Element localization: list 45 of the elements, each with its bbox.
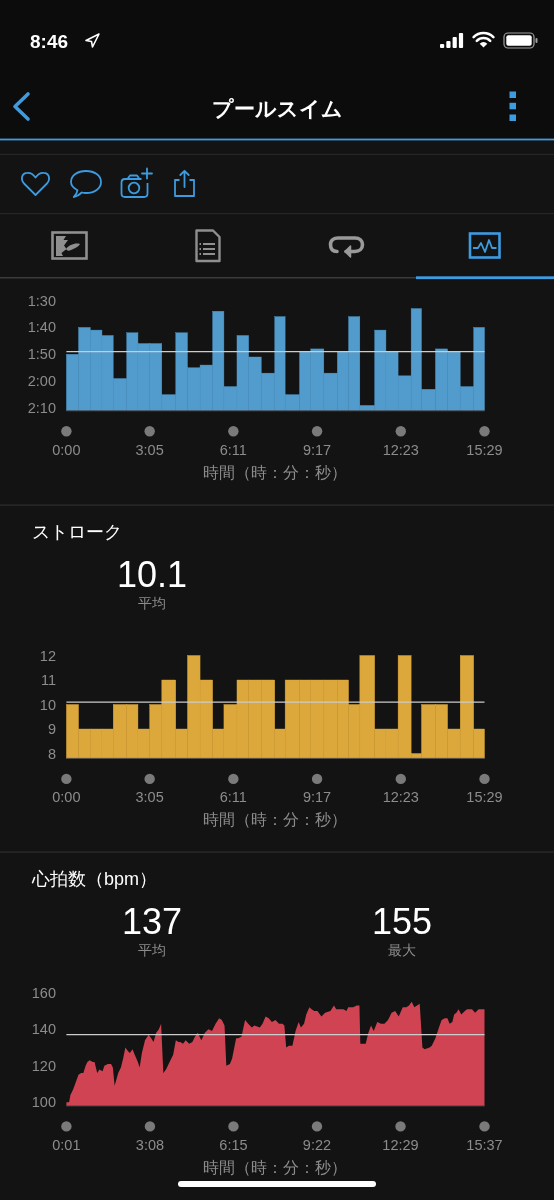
x-tick-label: 9:22 — [302, 1136, 332, 1153]
text: 10.1 — [116, 554, 188, 595]
y-tick-label: 140 — [31, 1021, 56, 1038]
y-tick-label: 2:00 — [27, 373, 56, 390]
y-tick-label: 1:30 — [27, 292, 56, 309]
y-tick-label: 1:50 — [27, 346, 56, 363]
x-tick-label: 9:17 — [302, 441, 332, 458]
x-tick-label: 9:17 — [302, 789, 332, 806]
text: 155 — [371, 901, 433, 942]
x-axis-title: 時間（時：分：秒） — [203, 463, 348, 481]
x-tick-label: 0:00 — [52, 441, 81, 458]
x-tick-label: 6:11 — [219, 789, 247, 806]
chart-title: ストローク — [32, 522, 122, 542]
text: 平均 — [138, 942, 166, 958]
x-axis-title: 時間（時：分：秒） — [203, 1158, 348, 1176]
x-tick-label: 12:23 — [382, 441, 419, 458]
x-tick-label: 3:05 — [135, 441, 164, 458]
text: プールスイム — [211, 97, 343, 120]
text: 最大 — [388, 942, 416, 958]
y-tick-label: 11 — [40, 672, 56, 688]
x-tick-label: 15:37 — [466, 1136, 503, 1153]
x-tick-label: 0:01 — [52, 1136, 81, 1153]
y-tick-label: 100 — [31, 1094, 56, 1111]
x-tick-label: 6:11 — [219, 441, 247, 458]
x-axis-title: 時間（時：分：秒） — [203, 811, 348, 829]
y-tick-label: 10 — [39, 696, 56, 713]
x-tick-label: 15:29 — [466, 441, 503, 458]
x-tick-label: 12:23 — [382, 789, 419, 806]
x-tick-label: 0:00 — [52, 789, 81, 806]
x-tick-label: 6:15 — [219, 1136, 248, 1153]
text: 平均 — [138, 595, 166, 611]
x-tick-label: 3:08 — [135, 1136, 165, 1153]
y-tick-label: 120 — [31, 1057, 56, 1074]
text: 137 — [121, 901, 183, 942]
chart-title: 心拍数（bpm） — [31, 869, 158, 889]
y-tick-label: 1:40 — [27, 319, 56, 336]
x-tick-label: 15:29 — [466, 789, 503, 806]
text: 8:46 — [30, 31, 69, 52]
y-tick-label: 8 — [47, 745, 56, 762]
x-tick-label: 3:05 — [135, 789, 164, 806]
y-tick-label: 2:10 — [27, 400, 56, 417]
y-tick-label: 12 — [39, 647, 56, 664]
y-tick-label: 160 — [31, 984, 56, 1001]
y-tick-label: 9 — [47, 721, 56, 737]
x-tick-label: 12:29 — [382, 1136, 419, 1153]
